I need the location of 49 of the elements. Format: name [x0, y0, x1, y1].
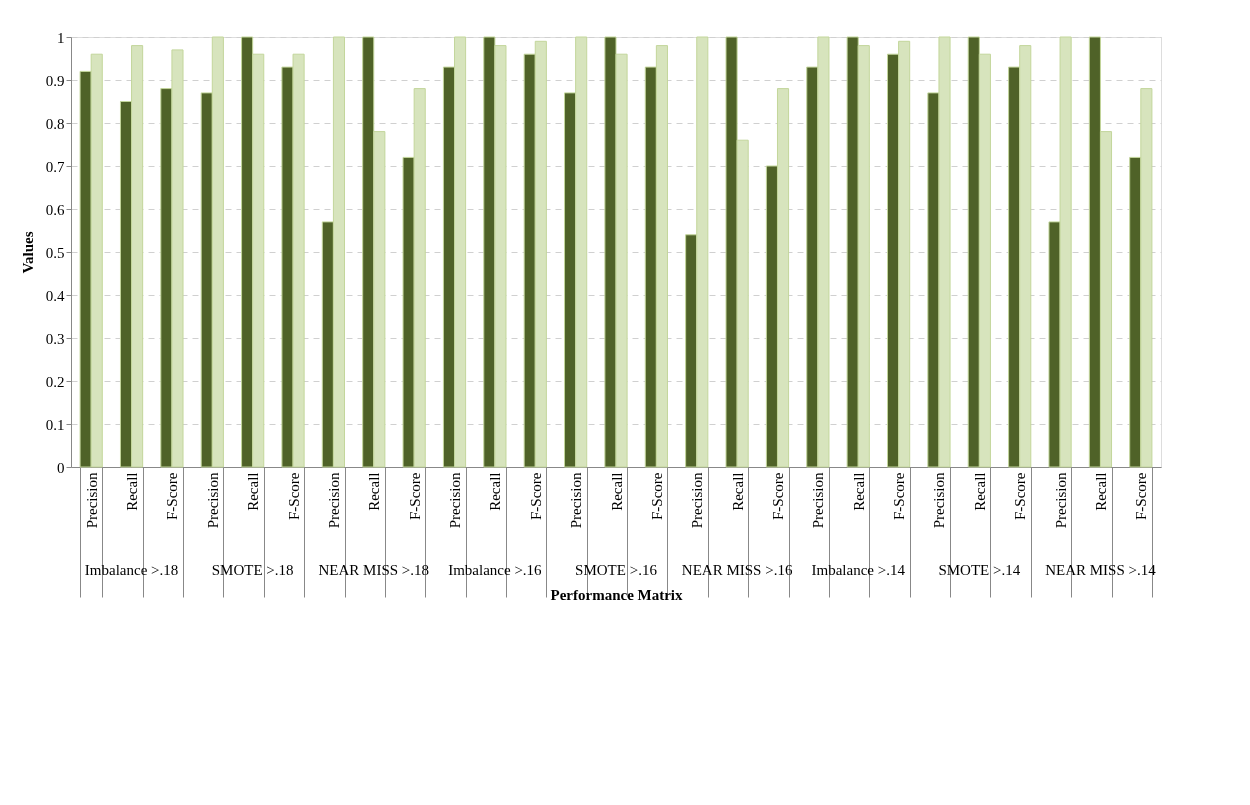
- x-tick-label: Recall: [729, 472, 746, 511]
- x-tick-label: Recall: [1092, 472, 1109, 511]
- text: NEAR MISS >.18: [318, 562, 430, 578]
- y-tick-label: 0.7: [45, 158, 65, 175]
- x-tick-label: F-Score: [406, 472, 423, 520]
- y-tick-label: 0.5: [45, 244, 65, 261]
- x-tick-label: F-Score: [285, 472, 302, 520]
- text: NEAR MISS >.16: [681, 562, 793, 578]
- x-tick-label: F-Score: [648, 472, 665, 520]
- y-tick-label: 0.6: [45, 201, 65, 218]
- text: SMOTE >.14: [938, 562, 1021, 578]
- y-tick-label: 0.9: [45, 72, 65, 89]
- x-tick-label: Precision: [325, 472, 342, 529]
- text: SMOTE >.16: [575, 562, 658, 578]
- x-tick-label: Recall: [366, 472, 383, 511]
- x-tick-label: F-Score: [1012, 472, 1029, 520]
- x-tick-label: Precision: [568, 472, 585, 529]
- x-tick-label: Precision: [83, 472, 100, 529]
- y-tick-label: 0: [57, 459, 65, 476]
- x-tick-label: Recall: [245, 472, 262, 511]
- x-tick-label: F-Score: [1133, 472, 1150, 520]
- y-tick-label: 1: [57, 29, 65, 46]
- text: Imbalance >.16: [448, 562, 543, 578]
- x-tick-label: Recall: [487, 472, 504, 511]
- x-tick-label: Recall: [850, 472, 867, 511]
- x-tick-label: Precision: [931, 472, 948, 529]
- x-tick-label: Precision: [447, 472, 464, 529]
- text: SMOTE >.18: [211, 562, 294, 578]
- text: Imbalance >.18: [84, 562, 179, 578]
- x-axis-title: Performance Matrix: [550, 587, 683, 603]
- text: Imbalance >.14: [811, 562, 906, 578]
- x-tick-label: Precision: [689, 472, 706, 529]
- x-tick-label: Recall: [608, 472, 625, 511]
- y-axis-title: Values: [19, 231, 36, 274]
- x-tick-label: F-Score: [527, 472, 544, 520]
- x-tick-label: Precision: [204, 472, 221, 529]
- y-tick-label: 0.2: [45, 373, 65, 390]
- x-tick-label: Recall: [971, 472, 988, 511]
- x-tick-label: Recall: [124, 472, 141, 511]
- x-tick-label: F-Score: [164, 472, 181, 520]
- x-tick-label: F-Score: [769, 472, 786, 520]
- text: NEAR MISS >.14: [1045, 562, 1157, 578]
- y-tick-label: 0.4: [45, 287, 65, 304]
- x-tick-label: Precision: [1052, 472, 1069, 529]
- x-tick-label: F-Score: [891, 472, 908, 520]
- y-tick-label: 0.1: [45, 416, 65, 433]
- x-tick-label: Precision: [810, 472, 827, 529]
- y-tick-label: 0.3: [45, 330, 65, 347]
- y-tick-label: 0.8: [45, 115, 65, 132]
